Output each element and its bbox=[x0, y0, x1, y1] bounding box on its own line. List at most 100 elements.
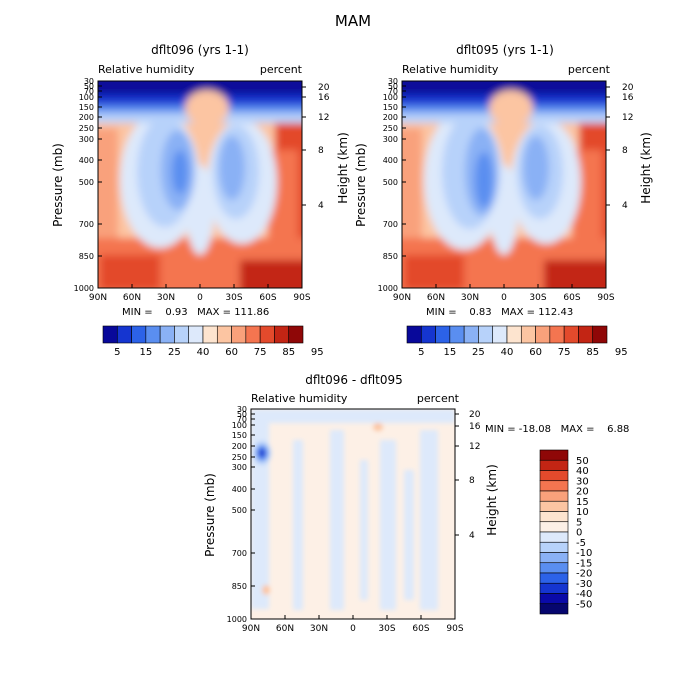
panel1-x-tick: 0 bbox=[197, 293, 203, 303]
colorbar-label: 10 bbox=[576, 507, 589, 518]
panel2-ylabel: Pressure (mb) bbox=[354, 143, 368, 227]
colorbar-swatch bbox=[592, 325, 608, 344]
colorbar-swatch bbox=[563, 325, 579, 344]
panel3-y-tick: 400 bbox=[232, 485, 247, 494]
panel1-y-tick: 150 bbox=[79, 103, 94, 112]
panel1-subtitle-left: Relative humidity bbox=[98, 63, 195, 76]
panel3-field-shapes bbox=[251, 409, 455, 610]
colorbar-label: 85 bbox=[586, 347, 599, 358]
colorbar-label: -30 bbox=[576, 579, 592, 590]
colorbar-swatch bbox=[492, 325, 508, 344]
colorbar-label: 75 bbox=[558, 347, 571, 358]
panel1-field bbox=[98, 81, 302, 288]
colorbar-swatch bbox=[506, 325, 522, 344]
panel1-y-tick: 100 bbox=[79, 93, 94, 102]
colorbar-label: 60 bbox=[529, 347, 542, 358]
colorbar-swatch bbox=[131, 325, 147, 344]
panel3-ylabel: Pressure (mb) bbox=[203, 473, 217, 557]
colorbar-swatch bbox=[288, 325, 304, 344]
panel1-y-tick: 50 bbox=[84, 82, 94, 91]
colorbar-swatch bbox=[449, 325, 465, 344]
panel2-height-tick: 16 bbox=[622, 93, 634, 103]
colorbar-label: 0 bbox=[576, 528, 582, 539]
colorbar-swatch bbox=[116, 325, 132, 344]
panel1-x-tick: 60N bbox=[123, 293, 141, 303]
panel3-height-tick: 4 bbox=[469, 531, 475, 541]
colorbar-label: 40 bbox=[501, 347, 514, 358]
panel3-x-tick: 60N bbox=[276, 624, 294, 634]
panel2-x-tick: 30N bbox=[461, 293, 479, 303]
panel3-y-tick: 50 bbox=[237, 410, 247, 419]
panel1-height-tick: 8 bbox=[318, 146, 324, 156]
colorbar-swatch bbox=[463, 325, 479, 344]
panel3-y-tick: 150 bbox=[232, 431, 247, 440]
panel2-x-tick: 0 bbox=[501, 293, 507, 303]
panel1-x-tick: 60S bbox=[259, 293, 276, 303]
panel2-y-tick: 300 bbox=[383, 135, 398, 144]
colorbar-swatch bbox=[539, 521, 569, 533]
colorbar-label: 85 bbox=[282, 347, 295, 358]
colorbar-swatch bbox=[145, 325, 161, 344]
panel2-y-tick: 400 bbox=[383, 156, 398, 165]
colorbar-label: 50 bbox=[576, 456, 589, 467]
panel2-subtitle-right: percent bbox=[568, 63, 611, 76]
panel1-axes bbox=[97, 80, 306, 289]
panel1-y-tick: 200 bbox=[79, 113, 94, 122]
panel2-y-tick: 150 bbox=[383, 103, 398, 112]
colorbar-swatch bbox=[188, 325, 204, 344]
colorbar-swatch bbox=[259, 325, 275, 344]
panel2-x-tick: 60S bbox=[563, 293, 580, 303]
panel3-y-tick: 70 bbox=[237, 415, 247, 424]
panel3-height-tick: 12 bbox=[469, 442, 480, 452]
panel1-y-tick: 400 bbox=[79, 156, 94, 165]
panel-dflt096: dflt096 (yrs 1-1) Relative humidity perc… bbox=[51, 43, 350, 358]
colorbar-swatch bbox=[102, 325, 118, 344]
colorbar-label: 25 bbox=[168, 347, 181, 358]
colorbar-swatch bbox=[539, 511, 569, 523]
panel3-x-tick: 90S bbox=[446, 624, 463, 634]
colorbar-label: 25 bbox=[472, 347, 485, 358]
colorbar-swatch bbox=[216, 325, 232, 344]
colorbar-swatch bbox=[539, 593, 569, 605]
panel3-y-tick-labels: 30 50 70 100 150 200 250 300 400 500 700… bbox=[227, 405, 247, 624]
colorbar-swatch bbox=[274, 325, 290, 344]
panel3-x-tick: 30N bbox=[310, 624, 328, 634]
colorbar-swatch bbox=[539, 500, 569, 512]
colorbar-label: 60 bbox=[225, 347, 238, 358]
panel2-y-tick: 50 bbox=[388, 82, 398, 91]
colorbar-label: 40 bbox=[197, 347, 210, 358]
panel2-height-tick: 12 bbox=[622, 113, 633, 123]
colorbar-swatch bbox=[539, 470, 569, 482]
panel2-y-tick: 30 bbox=[388, 77, 398, 86]
panel1-x-tick-labels: 90N 60N 30N 0 30S 60S 90S bbox=[89, 293, 311, 303]
colorbar-swatch bbox=[535, 325, 551, 344]
panel2-title: dflt095 (yrs 1-1) bbox=[456, 43, 554, 57]
colorbar-swatch bbox=[406, 325, 422, 344]
panel3-y-tick: 1000 bbox=[227, 615, 247, 624]
panel2-x-tick: 90N bbox=[393, 293, 411, 303]
panel3-title: dflt096 - dflt095 bbox=[305, 373, 403, 387]
panel1-y-tick: 500 bbox=[79, 178, 94, 187]
colorbar-swatch bbox=[539, 562, 569, 574]
panel3-right-tick-labels: 20 16 12 8 4 bbox=[469, 410, 481, 541]
panel3-y-tick: 200 bbox=[232, 442, 247, 451]
panel1-min-max: MIN = 0.93 MAX = 111.86 bbox=[122, 307, 269, 318]
panel1-x-tick: 30S bbox=[225, 293, 242, 303]
colorbar-label: 15 bbox=[139, 347, 152, 358]
panel2-x-tick: 90S bbox=[597, 293, 614, 303]
panel2-colorbar: 5 15 25 40 60 75 85 95 bbox=[406, 325, 628, 358]
colorbar-swatch bbox=[420, 325, 436, 344]
panel3-y-tick: 300 bbox=[232, 463, 247, 472]
colorbar-swatch bbox=[539, 449, 569, 461]
colorbar-swatch bbox=[478, 325, 494, 344]
colorbar-swatch bbox=[245, 325, 261, 344]
panel1-y-tick: 700 bbox=[79, 220, 94, 229]
colorbar-swatch bbox=[174, 325, 190, 344]
colorbar-label: -10 bbox=[576, 548, 592, 559]
colorbar-swatch bbox=[539, 582, 569, 594]
panel2-x-tick: 60N bbox=[427, 293, 445, 303]
panel3-x-tick: 0 bbox=[350, 624, 356, 634]
colorbar-swatch bbox=[539, 603, 569, 615]
